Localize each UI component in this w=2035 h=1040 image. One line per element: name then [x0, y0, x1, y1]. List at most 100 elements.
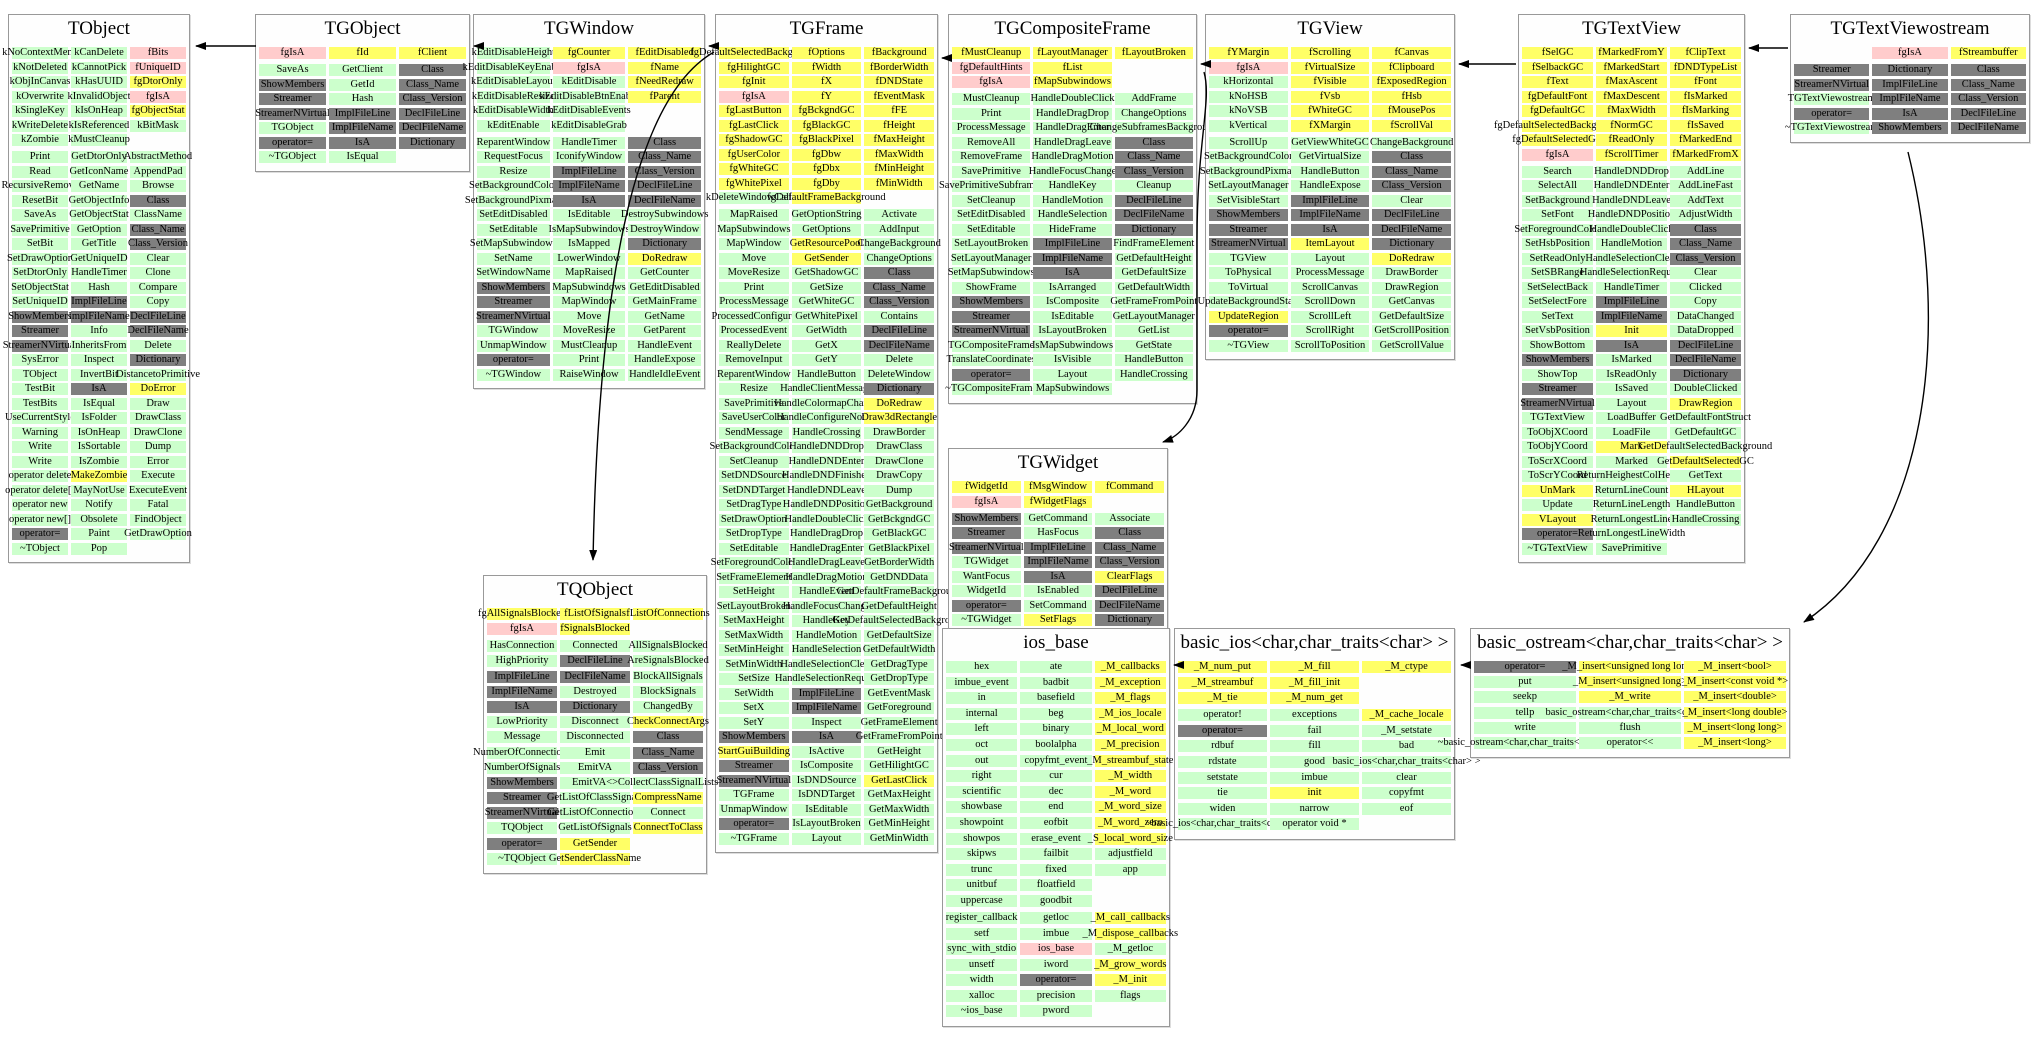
member-cell[interactable]: SetSelectFore [1522, 296, 1593, 308]
member-cell[interactable]: HandleConfigureNotify [776, 412, 877, 424]
member-cell[interactable]: SetBackgroundPixmap [1200, 165, 1297, 178]
member-cell[interactable]: HandleTimer [552, 136, 626, 149]
member-cell[interactable]: SetWidth [719, 687, 789, 700]
member-cell[interactable]: _M_num_get [1270, 692, 1359, 705]
member-cell[interactable]: fClient [399, 47, 466, 59]
member-cell[interactable]: internal [946, 707, 1018, 720]
member-cell[interactable]: GetDefaultSelectedBackground [1639, 441, 1772, 453]
member-cell[interactable]: rdbuf [1178, 740, 1267, 753]
member-cell[interactable]: Class_Version [633, 761, 703, 774]
member-cell[interactable]: DoubleClicked [1670, 383, 1741, 395]
member-cell[interactable]: fMaxWidth [1596, 105, 1667, 117]
member-cell[interactable]: GetObjectStat [69, 209, 129, 221]
member-cell[interactable]: DeclFileName [1670, 354, 1741, 366]
member-cell[interactable]: MustCleanup [952, 93, 1031, 105]
member-cell[interactable]: pword [1020, 1005, 1092, 1018]
member-cell[interactable]: LowPriority [487, 716, 557, 729]
member-cell[interactable]: AllSignalsBlocked [628, 640, 708, 653]
member-cell[interactable]: operator delete[] [5, 484, 75, 497]
member-cell[interactable]: oct [946, 738, 1018, 751]
member-cell[interactable]: GetUniqueID [70, 252, 128, 265]
member-cell[interactable]: Message [487, 731, 557, 744]
member-cell[interactable]: imbue_event [946, 676, 1018, 689]
member-cell[interactable]: fClipText [1670, 47, 1741, 59]
class-title-tgobject[interactable]: TGObject [324, 18, 401, 39]
member-cell[interactable]: GetDefaultFrameBackground [837, 586, 962, 598]
member-cell[interactable]: kCanDelete [71, 47, 127, 59]
member-cell[interactable]: ImplFileLine [1872, 78, 1948, 91]
member-cell[interactable]: Dictionary [560, 700, 630, 713]
member-cell[interactable]: Streamer [952, 310, 1031, 323]
member-cell[interactable]: SetDrawOption [7, 252, 73, 265]
member-cell[interactable]: _M_fill [1270, 661, 1359, 673]
member-cell[interactable]: fgIsA [1209, 61, 1288, 74]
member-cell[interactable]: StreamerNVirtual [949, 541, 1024, 554]
member-cell[interactable]: ItemLayout [1290, 238, 1370, 250]
member-cell[interactable]: TGFrame [719, 789, 789, 801]
member-cell[interactable]: _M_insert<const void *> [1682, 676, 1788, 689]
member-cell[interactable]: write [1474, 721, 1576, 734]
member-cell[interactable]: UpdateBackgroundStart [1198, 296, 1299, 308]
member-cell[interactable]: Streamer [952, 527, 1021, 539]
member-cell[interactable]: kDeleteWindowCalled [706, 192, 802, 204]
member-cell[interactable]: SetWindowName [476, 267, 550, 279]
member-cell[interactable]: RequestFocus [477, 151, 550, 163]
member-cell[interactable]: DrawClone [130, 426, 186, 439]
member-cell[interactable]: ShowMembers [952, 512, 1021, 525]
member-cell[interactable]: GetTitle [71, 238, 127, 250]
member-cell[interactable]: kBitMask [130, 119, 186, 132]
member-cell[interactable]: fgLastButton [719, 105, 789, 117]
member-cell[interactable]: fText [1522, 76, 1593, 88]
member-cell[interactable]: ClassName [130, 209, 186, 221]
member-cell[interactable]: FindFrameElement [1113, 238, 1194, 250]
member-cell[interactable]: ExecuteEvent [129, 484, 187, 497]
member-cell[interactable]: IsEqual [329, 151, 396, 163]
member-cell[interactable]: kMustCleanup [68, 134, 130, 146]
member-cell[interactable]: SetEditDisabled [952, 209, 1031, 221]
member-cell[interactable]: IsA [487, 700, 557, 713]
member-cell[interactable]: Class_Version [1095, 556, 1165, 568]
member-cell[interactable]: SetForegroundColor [711, 557, 797, 569]
member-cell[interactable]: widen [1178, 802, 1267, 815]
member-cell[interactable]: _M_grow_words [1094, 958, 1166, 971]
member-cell[interactable]: floatfield [1020, 879, 1092, 892]
member-cell[interactable]: fNeedRedraw [628, 76, 702, 88]
member-cell[interactable]: fgBlackPixel [791, 134, 862, 146]
member-cell[interactable]: fBackground [864, 47, 935, 59]
member-cell[interactable]: RemoveInput [719, 354, 789, 366]
member-cell[interactable]: Pop [71, 542, 127, 555]
member-cell[interactable]: MayNotUse [71, 484, 127, 497]
member-cell[interactable]: GetName [71, 180, 127, 192]
member-cell[interactable]: fNormGC [1596, 119, 1667, 132]
member-cell[interactable]: kIsOnHeap [71, 105, 127, 117]
member-cell[interactable]: ImplFileName [791, 702, 862, 714]
member-cell[interactable]: ShowMembers [1872, 122, 1948, 134]
member-cell[interactable]: Read [12, 165, 68, 178]
member-cell[interactable]: GetScrollValue [1372, 339, 1452, 352]
member-cell[interactable]: HandleSelectionClear [780, 658, 873, 671]
member-cell[interactable]: ShowMembers [1209, 209, 1288, 221]
member-cell[interactable]: fY [791, 90, 862, 103]
member-cell[interactable]: Dictionary [399, 136, 466, 149]
member-cell[interactable]: GetBlackGC [864, 528, 935, 540]
member-cell[interactable]: xalloc [946, 989, 1018, 1002]
member-cell[interactable]: HandleTimer [71, 267, 127, 279]
member-cell[interactable]: DestroyWindow [628, 223, 702, 236]
member-cell[interactable]: fgCounter [552, 47, 626, 59]
member-cell[interactable]: Dictionary [1372, 238, 1452, 250]
member-cell[interactable]: fMinHeight [864, 163, 935, 175]
member-cell[interactable]: Clear [1372, 194, 1452, 207]
member-cell[interactable]: Write [12, 441, 68, 453]
member-cell[interactable]: basefield [1020, 692, 1092, 705]
member-cell[interactable]: DeclFileName [628, 194, 702, 207]
member-cell[interactable]: HandleSelection [791, 644, 862, 656]
member-cell[interactable]: ScrollCanvas [1290, 281, 1370, 294]
member-cell[interactable]: kEditDisableWidth [473, 105, 554, 117]
member-cell[interactable]: _M_insert<long double> [1683, 706, 1787, 719]
member-cell[interactable]: operator= [1474, 661, 1576, 673]
member-cell[interactable]: fgDefaultFrameBackground [767, 192, 886, 204]
member-cell[interactable]: IsDNDTarget [791, 789, 862, 801]
member-cell[interactable]: kHorizontal [1209, 76, 1288, 88]
member-cell[interactable]: fgDefaultGC [1522, 105, 1593, 117]
member-cell[interactable]: GetViewWhiteGC [1290, 136, 1370, 149]
